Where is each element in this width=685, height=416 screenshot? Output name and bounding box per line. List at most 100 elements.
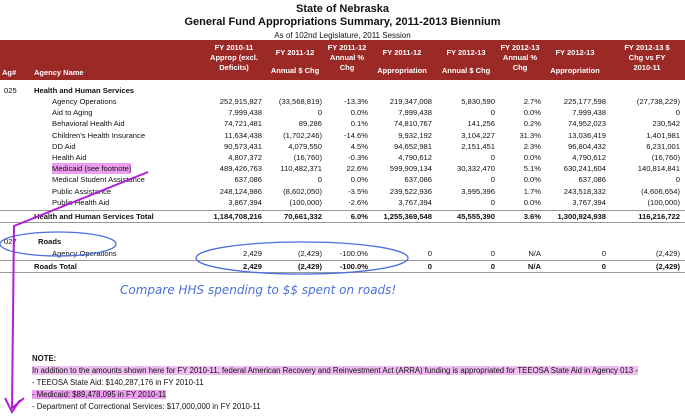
cell-col-3: 0.0%: [350, 175, 368, 185]
note-line-medicaid: - Medicaid: $89,478,095 in FY 2010-11: [32, 390, 167, 399]
cell-col-4: 219,347,008: [389, 97, 432, 106]
note-line-corrections: - Department of Correctional Services: $…: [32, 402, 261, 411]
cell-col-8: 230,542: [652, 119, 680, 129]
cell-col-1: 74,721,481: [223, 119, 262, 129]
cell-col-1: 90,573,431: [223, 141, 262, 151]
cell-col-1: 637,086: [234, 175, 262, 185]
cell-col-4: 4,790,612: [398, 153, 432, 162]
agency-program-name: Public Assistance: [52, 186, 112, 196]
table-row: Behavioral Health Aid 74,721,481 89,286 0.1…: [0, 118, 685, 129]
cell-col-4: 94,652,981: [393, 141, 432, 151]
cell-col-8: 140,814,841: [637, 164, 680, 174]
agency-program-name: Medicaid (see footnote): [52, 163, 132, 175]
cell-col-8: (2,429): [655, 249, 680, 258]
cell-col-3: -3.5%: [348, 186, 368, 196]
cell-col-6: 3.6%: [523, 212, 541, 221]
cell-col-8: 6,231,001: [646, 141, 680, 151]
table-row: Medical Student Assistance 637,086 0 0.0% 63…: [0, 174, 685, 185]
cell-col-6: N/A: [527, 262, 541, 271]
note-line-teeosa: - TEEOSA State Aid: $140,287,176 in FY 2…: [32, 378, 204, 387]
cell-col-2: (8,602,050): [283, 186, 322, 196]
hhs-section-header: 025 Health and Human Services: [0, 85, 685, 96]
cell-col-2: (33,568,819): [278, 97, 322, 106]
cell-col-5: 0: [490, 153, 495, 162]
cell-col-6: 0.0%: [523, 153, 541, 162]
cell-col-5: 0: [490, 262, 495, 271]
cell-col-8: 0: [675, 175, 680, 185]
cell-col-6: 0.2%: [523, 119, 541, 129]
cell-col-1: 489,426,763: [219, 164, 262, 174]
cell-col-3: 0.1%: [350, 119, 368, 129]
cell-col-5: 30,332,470: [456, 164, 495, 174]
cell-col-2: 4,079,550: [288, 141, 322, 151]
cell-col-6: 2.3%: [523, 141, 541, 151]
table-row: Agency Operations 252,915,827 (33,568,819)…: [0, 96, 685, 107]
cell-col-2: 89,286: [298, 119, 322, 129]
col-agency-name: Agency Name: [34, 68, 84, 77]
agency-program-name: Behavioral Health Aid: [52, 119, 125, 129]
cell-col-2: 0: [317, 108, 322, 118]
cell-col-5: 0: [490, 249, 495, 258]
cell-col-3: 22.6%: [346, 164, 368, 174]
cell-col-2: (16,760): [293, 153, 322, 162]
cell-col-7: 0: [601, 249, 606, 258]
cell-col-2: (2,429): [297, 262, 322, 271]
cell-col-6: 5.1%: [523, 164, 541, 174]
col-fy1112-approp: FY 2011-12 Appropriation: [377, 48, 427, 75]
agency-program-name: Health Aid: [52, 153, 87, 162]
col-fy1213-approp: FY 2012-13 Appropriation: [550, 48, 600, 75]
cell-col-5: 0: [490, 175, 495, 185]
note-line-arra: In addition to the amounts shown here fo…: [32, 366, 638, 375]
cell-col-6: 31.3%: [519, 130, 541, 140]
cell-col-2: 110,482,371: [280, 164, 322, 174]
cell-col-3: 0.0%: [350, 108, 368, 118]
note-heading: NOTE:: [32, 354, 57, 363]
table-row: Aid to Aging 7,999,438 0 0.0% 7,999,438 0 0.0%…: [0, 107, 685, 118]
cell-col-4: 637,086: [404, 175, 432, 185]
cell-col-8: 116,216,722: [638, 212, 680, 221]
cell-col-8: (16,760): [651, 153, 680, 162]
cell-col-2: (2,429): [297, 249, 322, 258]
cell-col-1: 7,999,438: [228, 108, 262, 118]
session-note: As of 102nd Legislature, 2011 Session: [274, 31, 411, 40]
table-row: DD Aid 90,573,431 4,079,550 4.5% 94,652,981 2…: [0, 141, 685, 152]
col-fy1112-dollar-chg: FY 2011-12 Annual $ Chg: [270, 48, 320, 75]
cell-col-7: 96,804,432: [567, 141, 606, 151]
agency-program-name: DD Aid: [52, 141, 76, 151]
cell-col-1: 4,807,372: [228, 153, 262, 162]
agency-program-name: Roads Total: [34, 262, 77, 271]
cell-col-3: -100.0%: [339, 262, 368, 271]
arrow-line: [10, 171, 149, 411]
cell-col-8: (100,000): [647, 197, 680, 207]
agency-program-name: Public Health Aid: [52, 197, 110, 207]
total-row: Health and Human Services Total 1,184,708…: [0, 211, 685, 222]
cell-col-4: 1,255,369,548: [383, 212, 432, 221]
table-row: Agency Operations 2,429 (2,429) -100.0% 0 0 N/…: [0, 248, 685, 259]
cell-col-3: -2.6%: [348, 197, 368, 207]
cell-col-7: 74,952,023: [567, 119, 606, 129]
agency-program-name: Health and Human Services Total: [34, 212, 154, 221]
cell-col-7: 7,999,438: [572, 108, 606, 118]
cell-col-2: 0: [317, 175, 322, 185]
cell-col-7: 243,518,332: [563, 186, 606, 196]
cell-col-7: 1,300,924,938: [557, 212, 606, 221]
cell-col-3: -0.3%: [348, 153, 368, 162]
cell-col-6: 0.0%: [523, 197, 541, 207]
cell-col-3: -14.6%: [343, 130, 368, 140]
cell-col-8: (4,606,654): [641, 186, 680, 196]
arrow-head: [4, 397, 21, 414]
col-fy1011-approp: FY 2010-11 Approp (excl. Deficits): [210, 43, 258, 72]
cell-col-5: 141,256: [467, 119, 495, 129]
col-fy1213-chg-vs-1011: FY 2012-13 $ Chg vs FY 2010-11: [624, 43, 670, 72]
cell-col-7: 0: [601, 262, 606, 271]
report-title: State of Nebraska: [296, 3, 389, 15]
cell-col-5: 2,151,451: [461, 141, 495, 151]
table-row: Children's Health Insurance 11,634,438 (1,…: [0, 130, 685, 141]
cell-col-6: 1.7%: [523, 186, 541, 196]
cell-col-5: 3,104,227: [461, 130, 495, 140]
table-row: Medicaid (see footnote) 489,426,763 110,48…: [0, 163, 685, 175]
cell-col-2: (1,702,246): [283, 130, 322, 140]
cell-col-7: 3,767,394: [572, 197, 606, 207]
cell-col-1: 252,915,827: [219, 97, 262, 106]
